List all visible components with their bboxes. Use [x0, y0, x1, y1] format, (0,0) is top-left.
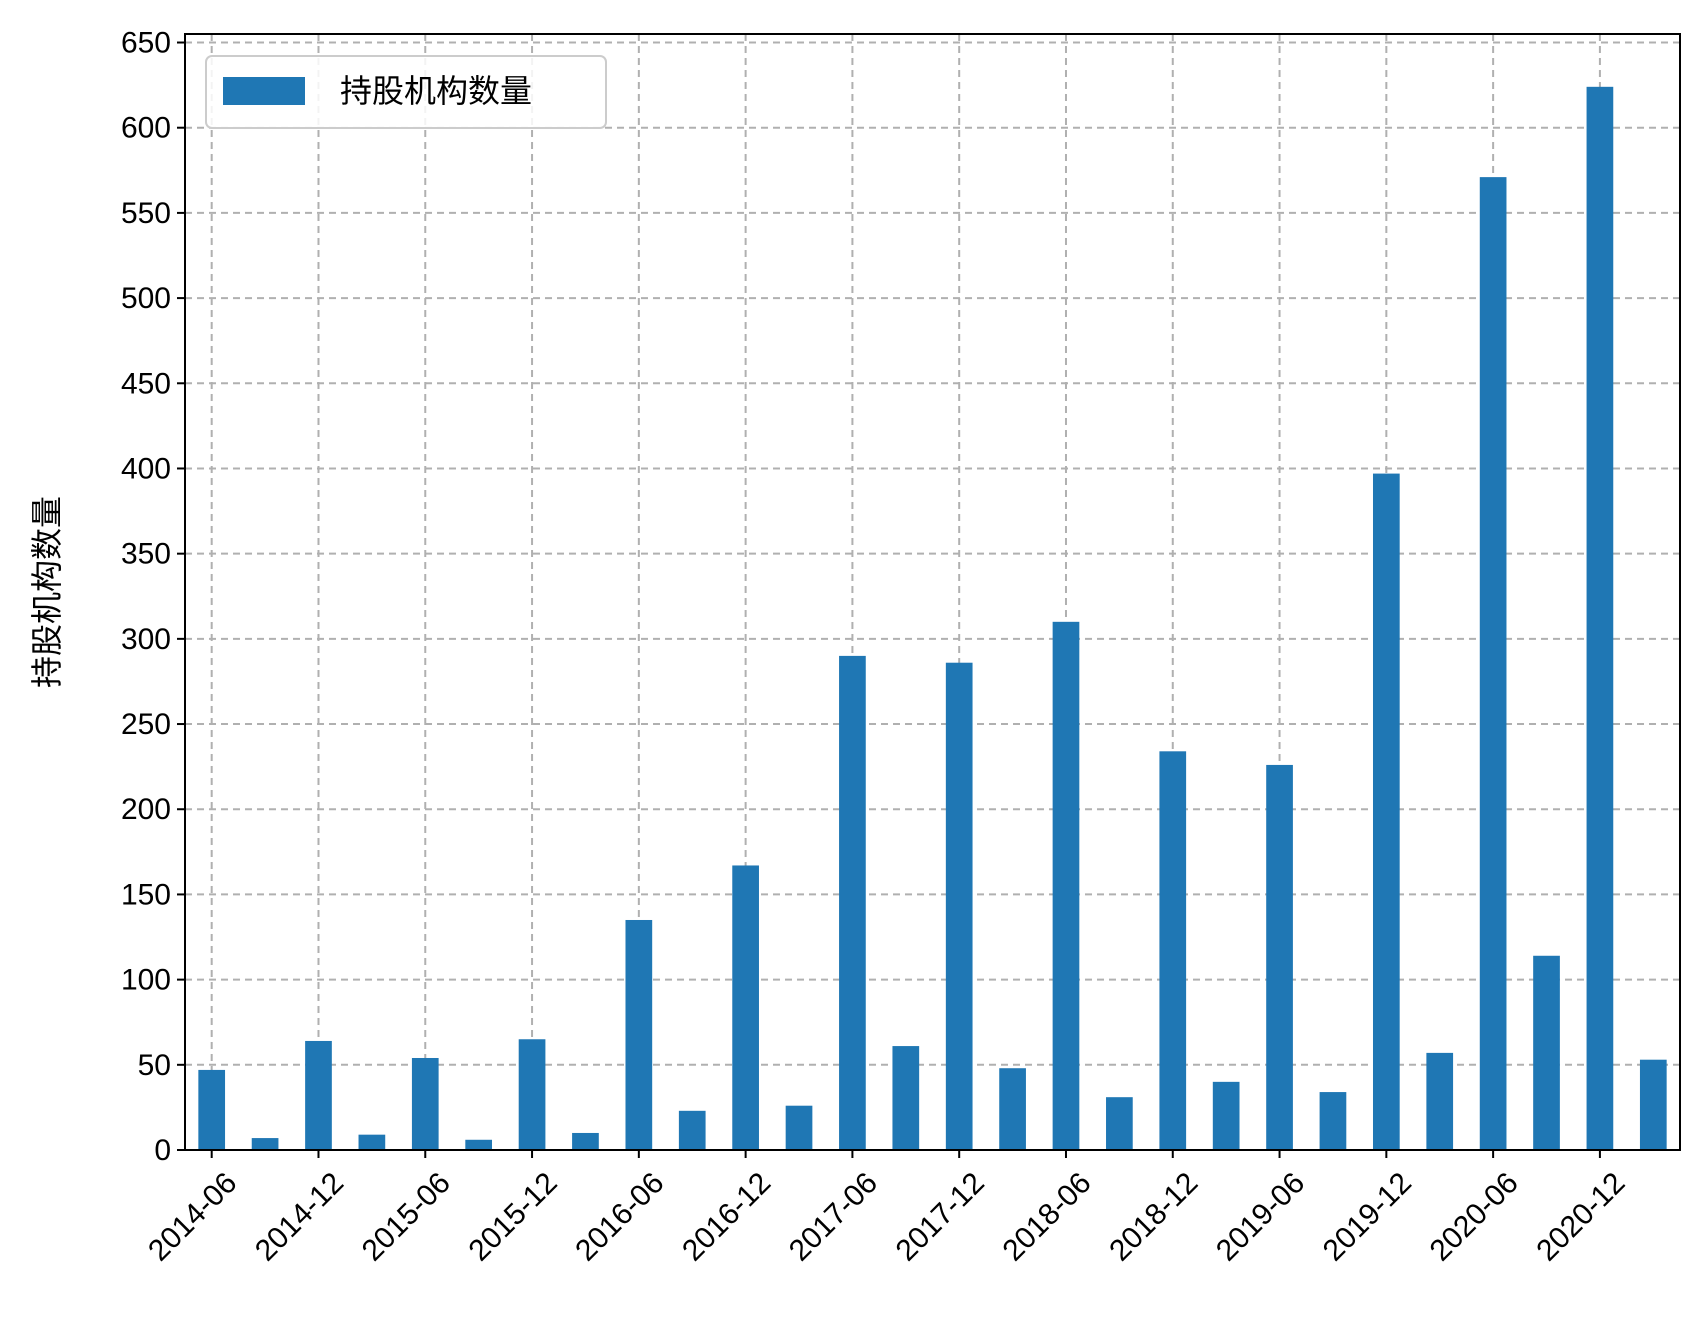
y-tick-label: 0 [154, 1134, 171, 1167]
bar [572, 1132, 599, 1150]
bar [1212, 1081, 1240, 1150]
bar [1479, 177, 1507, 1150]
y-tick-label: 300 [121, 623, 171, 656]
bar [732, 865, 759, 1150]
legend-swatch [223, 77, 305, 105]
y-tick-label: 400 [121, 452, 171, 485]
plot-frame [184, 33, 1681, 1151]
bar [305, 1040, 332, 1150]
legend-box [205, 55, 607, 129]
y-tick-label: 550 [121, 197, 171, 230]
bar [785, 1105, 813, 1150]
bars [198, 86, 1667, 1151]
x-tick-label: 2016-06 [569, 1166, 670, 1267]
bar [1586, 86, 1614, 1150]
x-tick-label: 2019-06 [1210, 1166, 1311, 1267]
bar [465, 1139, 493, 1150]
y-tick-label: 450 [121, 367, 171, 400]
bar [1106, 1097, 1133, 1150]
x-tick-label: 2015-12 [463, 1166, 564, 1267]
bar [1639, 1059, 1667, 1150]
bar [1372, 473, 1400, 1151]
bar [945, 662, 973, 1150]
bar [892, 1046, 920, 1150]
bar [999, 1068, 1026, 1150]
x-tick-label: 2020-06 [1424, 1166, 1525, 1267]
x-tick-label: 2015-06 [356, 1166, 457, 1267]
y-tick-label: 50 [138, 1049, 171, 1082]
bar [518, 1039, 546, 1150]
x-tick-label: 2020-12 [1530, 1166, 1631, 1267]
x-tick-label: 2014-12 [249, 1166, 350, 1267]
x-tick-label: 2018-12 [1103, 1166, 1204, 1267]
bar [839, 655, 866, 1150]
y-axis-title: 持股机构数量 [28, 496, 66, 688]
bar [251, 1138, 279, 1150]
legend-label: 持股机构数量 [340, 72, 532, 110]
y-axis: 0 50 100 150 200 250 300 350 400 450 500 550 600 650 [121, 27, 185, 1167]
y-tick-label: 350 [121, 538, 171, 571]
bar [358, 1134, 386, 1150]
y-tick-label: 650 [121, 27, 171, 60]
grid [185, 34, 1680, 1151]
bar [1319, 1092, 1347, 1150]
x-tick-label: 2017-06 [783, 1166, 884, 1267]
y-tick-label: 250 [121, 708, 171, 741]
bar [625, 919, 653, 1150]
legend: 持股机构数量 [205, 55, 607, 129]
y-tick-label: 500 [121, 282, 171, 315]
bar [1533, 955, 1560, 1150]
bar [411, 1057, 439, 1150]
y-tick-label: 200 [121, 793, 171, 826]
bar [1426, 1052, 1454, 1150]
bar [1159, 751, 1187, 1150]
x-tick-label: 2017-12 [890, 1166, 991, 1267]
bar [1052, 621, 1080, 1150]
x-axis: 2014-06 2014-12 2015-06 2015-12 2016-06 2016-… [142, 1150, 1632, 1268]
bar [1266, 764, 1293, 1150]
y-tick-label: 100 [121, 964, 171, 997]
x-tick-label: 2018-06 [996, 1166, 1097, 1267]
bar [678, 1110, 706, 1150]
y-tick-label: 150 [121, 878, 171, 911]
x-tick-label: 2019-12 [1317, 1166, 1418, 1267]
y-tick-label: 600 [121, 112, 171, 145]
x-tick-label: 2014-06 [142, 1166, 243, 1267]
bar [198, 1069, 226, 1150]
x-tick-label: 2016-12 [676, 1166, 777, 1267]
